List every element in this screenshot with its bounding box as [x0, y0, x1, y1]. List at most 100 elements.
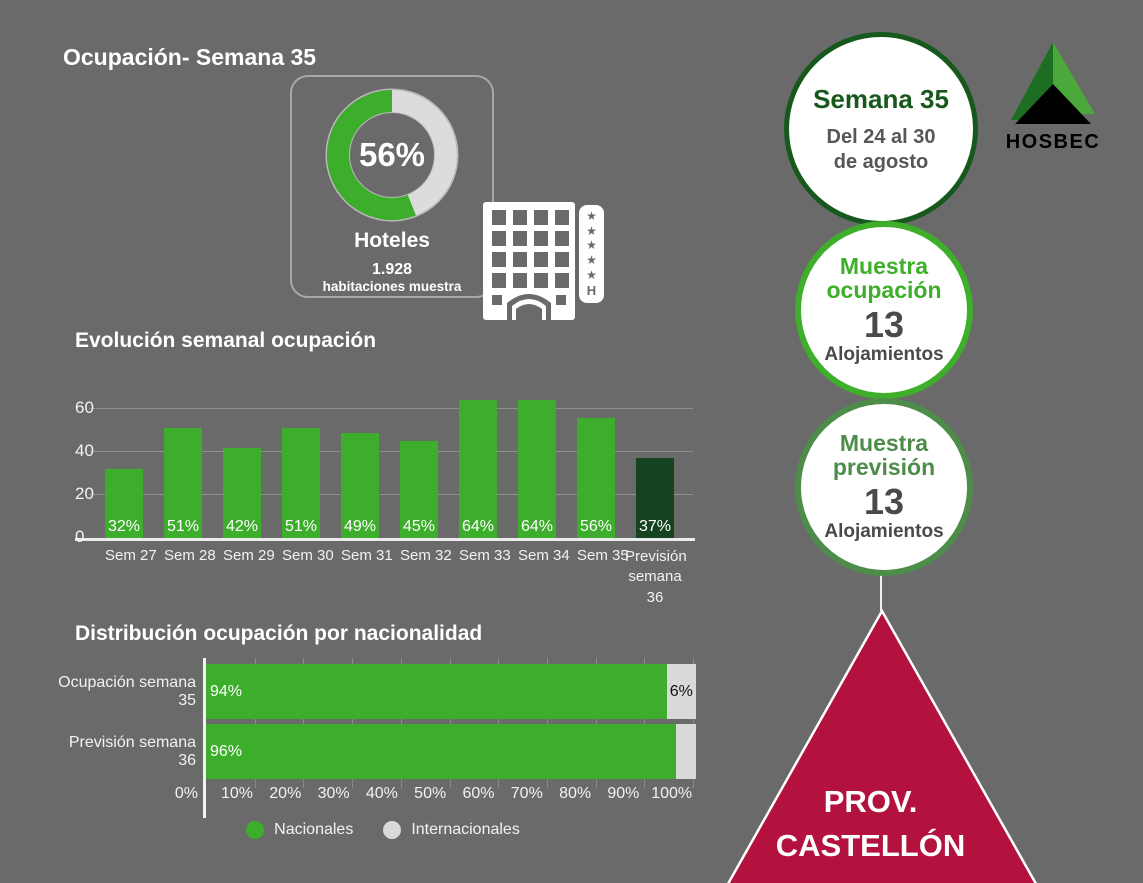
bar-Sem 28: 51% [164, 428, 202, 538]
province-label: PROV. CASTELLÓN [763, 780, 978, 868]
forecast-sample-label: Alojamientos [824, 521, 944, 543]
distribution-row: Previsión semana 36 96% [58, 724, 698, 779]
hotel-h-letter: H [586, 283, 597, 299]
hosbec-pyramid-icon [1011, 42, 1095, 124]
gridline-20 [303, 658, 305, 788]
hosbec-logo: HOSBEC [1003, 40, 1103, 154]
legend-item-Internacionales: Internacionales [383, 821, 520, 839]
forecast-sample-count: 13 [863, 481, 905, 523]
gridline-40 [89, 451, 693, 452]
evolution-section-title: Evolución semanal ocupación [75, 329, 377, 352]
donut-center: 56% [349, 112, 435, 198]
x-tick-20%: 20% [269, 785, 302, 802]
bar-Sem 35: 56% [577, 417, 615, 538]
chart-legend: Nacionales Internacionales [68, 821, 698, 839]
gridline-10 [254, 658, 256, 788]
evolution-bars: 32% 51% 42% 51% 49% 45% 64% 64% 56% 37% [105, 396, 674, 538]
week-circle-dates: Del 24 al 30 de agosto [826, 125, 936, 173]
bar-value-label: 64% [461, 518, 495, 535]
hotel-stars-banner: ★ ★ ★ ★ ★ H [579, 205, 604, 303]
legend-label: Internacionales [411, 821, 520, 838]
x-tick-Sem 29: Sem 29 [223, 547, 275, 564]
x-tick-Sem 27: Sem 27 [105, 547, 157, 564]
distribution-gridlines [206, 658, 696, 788]
legend-item-Nacionales: Nacionales [246, 821, 353, 839]
x-tick-0%: 0% [174, 785, 198, 802]
x-tick-50%: 50% [414, 785, 447, 802]
bar-value-label: 51% [284, 518, 318, 535]
segment-value-label: 6% [669, 682, 693, 700]
segment-Internacionales: 6% [666, 664, 696, 719]
x-tick-Sem 35: Sem 35 [577, 547, 629, 564]
x-tick-60%: 60% [462, 785, 495, 802]
row-track: 94% 6% [206, 664, 696, 719]
x-tick-Sem 28: Sem 28 [164, 547, 216, 564]
occupancy-donut-chart: 56% [327, 90, 457, 220]
distribution-section-title: Distribución ocupación por nacionalidad [75, 622, 483, 645]
bar-value-label: 51% [166, 518, 200, 535]
x-tick-Previsión semana 36: Previsión semana 36 [625, 548, 687, 606]
gridline-50 [449, 658, 451, 788]
gridline-90 [644, 658, 646, 788]
gridline-60 [498, 658, 500, 788]
x-tick-90%: 90% [607, 785, 640, 802]
hosbec-logo-text: HOSBEC [1005, 131, 1101, 153]
segment-Nacionales: 96% [206, 724, 677, 779]
bar-Sem 29: 42% [223, 447, 261, 538]
occupancy-sample-label: Alojamientos [824, 344, 944, 366]
x-tick-Sem 33: Sem 33 [459, 547, 511, 564]
bar-value-label: 64% [520, 518, 554, 535]
occupancy-percent: 56% [358, 136, 426, 173]
hotel-building-icon: ★ ★ ★ ★ ★ H [483, 199, 604, 320]
gridline-30 [352, 658, 354, 788]
evolution-x-axis-labels: Sem 27 Sem 28 Sem 29 Sem 30 Sem 31 Sem 32 Sem … [105, 547, 695, 608]
bar-Sem 30: 51% [282, 428, 320, 538]
x-tick-40%: 40% [365, 785, 398, 802]
bar-value-label: 32% [107, 518, 141, 535]
segment-value-label: 94% [210, 682, 243, 700]
forecast-sample-circle: Muestra previsión 13 Alojamientos [795, 398, 973, 576]
bar-value-label: 49% [343, 518, 377, 535]
gridline-40 [400, 658, 402, 788]
distribution-y-axis-line [203, 658, 206, 818]
occupancy-sample-title: Muestra ocupación [826, 252, 942, 304]
x-tick-Sem 32: Sem 32 [400, 547, 452, 564]
legend-dot-icon [246, 821, 265, 839]
x-tick-Sem 34: Sem 34 [518, 547, 570, 564]
gridline-20 [89, 494, 693, 495]
distribution-rows: Ocupación semana 35 94% 6% Previsión semana… [58, 658, 698, 818]
y-tick-60: 60 [75, 398, 94, 417]
segment-Internacionales [676, 724, 696, 779]
distribution-row: Ocupación semana 35 94% 6% [58, 664, 698, 719]
occupancy-sample-circle: Muestra ocupación 13 Alojamientos [795, 221, 973, 399]
province-label-line1: PROV. [823, 784, 918, 819]
row-label: Ocupación semana 35 [58, 673, 196, 709]
bar-value-label: 42% [225, 518, 259, 535]
building-icon [483, 202, 575, 320]
nationality-distribution-chart: Ocupación semana 35 94% 6% Previsión semana… [58, 658, 698, 839]
x-tick-Sem 30: Sem 30 [282, 547, 334, 564]
gridline-60 [89, 408, 693, 409]
occupancy-sample-count: 13 [863, 304, 905, 346]
row-track: 96% [206, 724, 696, 779]
week-circle: Semana 35 Del 24 al 30 de agosto [784, 32, 978, 226]
weekly-evolution-bar-chart: 0 20 40 60 32% 51% 42% 51% 49% 45% 64% 64% 56% 37% S… [75, 396, 695, 608]
gridline-100 [693, 658, 694, 788]
bar-Sem 32: 45% [400, 441, 438, 538]
legend-label: Nacionales [274, 821, 354, 838]
row-label: Previsión semana 36 [68, 733, 196, 769]
segment-value-label: 96% [210, 742, 243, 760]
gridline-80 [595, 658, 597, 788]
week-circle-title: Semana 35 [813, 83, 949, 114]
forecast-sample-title: Muestra previsión [832, 429, 936, 481]
bar-value-label: 45% [402, 518, 436, 535]
province-label-line2: CASTELLÓN [775, 828, 966, 864]
segment-Nacionales: 94% [206, 664, 667, 719]
x-tick-80%: 80% [559, 785, 592, 802]
five-stars-icon: ★ ★ ★ ★ ★ [586, 209, 597, 282]
legend-dot-icon [383, 821, 402, 839]
bar-Sem 31: 49% [341, 432, 379, 538]
bar-Sem 27: 32% [105, 469, 143, 538]
bar-value-label: 37% [638, 518, 672, 535]
